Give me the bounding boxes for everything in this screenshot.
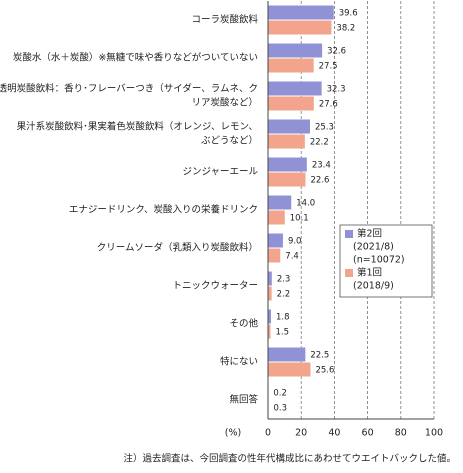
x-tick-label: 80 — [395, 428, 407, 439]
note: 注）過去調査は、今回調査の性年代構成比にあわせてウエイトバックした値。 — [123, 453, 456, 465]
value-label: 22.6 — [311, 176, 330, 186]
bar — [268, 286, 272, 301]
value-label: 9.0 — [288, 237, 302, 247]
value-label: 1.5 — [275, 328, 289, 338]
value-label: 27.6 — [319, 100, 338, 110]
bar — [268, 172, 306, 187]
category-label: 無回答 — [229, 394, 258, 406]
value-label: 22.2 — [310, 138, 329, 148]
bar — [268, 347, 306, 362]
category-label: リア炭酸など） — [191, 97, 258, 109]
value-label: 2.3 — [277, 275, 291, 285]
value-label: 0.2 — [273, 389, 287, 399]
bar — [268, 96, 314, 111]
bar — [268, 20, 332, 35]
bar — [268, 134, 305, 149]
value-label: 7.4 — [285, 252, 299, 262]
value-label: 38.2 — [336, 24, 355, 34]
category-label: エナジードリンク、炭酸入りの栄養ドリンク — [69, 204, 258, 216]
legend-detail: (2021/8) — [353, 242, 394, 253]
x-tick-label: 40 — [328, 428, 340, 439]
value-label: 10.1 — [290, 214, 309, 224]
bar — [268, 43, 323, 58]
value-label: 23.4 — [312, 161, 331, 171]
category-label: 炭酸水（水＋炭酸）※無糖で味や香りなどがついていない — [13, 52, 258, 64]
category-label: ジンジャーエール — [182, 167, 258, 178]
value-label: 32.6 — [327, 47, 346, 57]
legend-detail: (n=10072) — [353, 255, 405, 266]
value-label: 25.3 — [315, 123, 334, 133]
bar — [268, 195, 292, 210]
legend-swatch — [345, 269, 353, 277]
category-label: ぶどうなど） — [201, 135, 258, 147]
bar — [268, 58, 314, 73]
x-tick-label: 0 — [265, 428, 271, 439]
bar — [268, 5, 334, 20]
legend-label: 第1回 — [357, 267, 382, 279]
bar — [268, 271, 272, 286]
category-label: コーラ炭酸飲料 — [191, 14, 258, 26]
bar — [268, 309, 271, 324]
bar — [268, 324, 271, 339]
bar — [268, 157, 307, 172]
category-label: その他 — [229, 318, 258, 330]
legend-label: 第2回 — [357, 228, 382, 240]
legend-box — [339, 224, 433, 298]
category-label: トニックウォーター — [172, 281, 258, 292]
category-label: 果汁系炭酸飲料･果実着色炭酸飲料（オレンジ、レモン、 — [17, 121, 258, 133]
value-label: 25.6 — [315, 366, 334, 376]
bar — [268, 248, 281, 263]
legend-swatch — [345, 230, 353, 238]
value-label: 2.2 — [277, 290, 291, 300]
bar — [268, 362, 311, 377]
value-label: 32.3 — [327, 85, 346, 95]
x-tick-label: 20 — [295, 428, 307, 439]
category-label: 透明炭酸飲料：香り･フレーバーつき（サイダー、ラムネ、ク — [0, 83, 258, 95]
x-axis-label: (%) — [225, 428, 241, 439]
value-label: 27.5 — [319, 62, 338, 72]
x-tick-label: 100 — [425, 428, 443, 439]
bar — [268, 119, 310, 134]
bar — [268, 233, 283, 248]
value-label: 14.0 — [296, 199, 315, 209]
category-label: 特にない — [220, 356, 258, 368]
value-label: 1.8 — [276, 313, 290, 323]
bar — [268, 210, 285, 225]
bar — [268, 81, 322, 96]
category-label: クリームソーダ（乳類入り炭酸飲料） — [97, 242, 258, 254]
value-label: 39.6 — [339, 9, 358, 19]
legend-detail: (2018/9) — [353, 281, 394, 292]
value-label: 0.3 — [273, 404, 287, 414]
value-label: 22.5 — [310, 351, 329, 361]
x-tick-label: 60 — [362, 428, 374, 439]
